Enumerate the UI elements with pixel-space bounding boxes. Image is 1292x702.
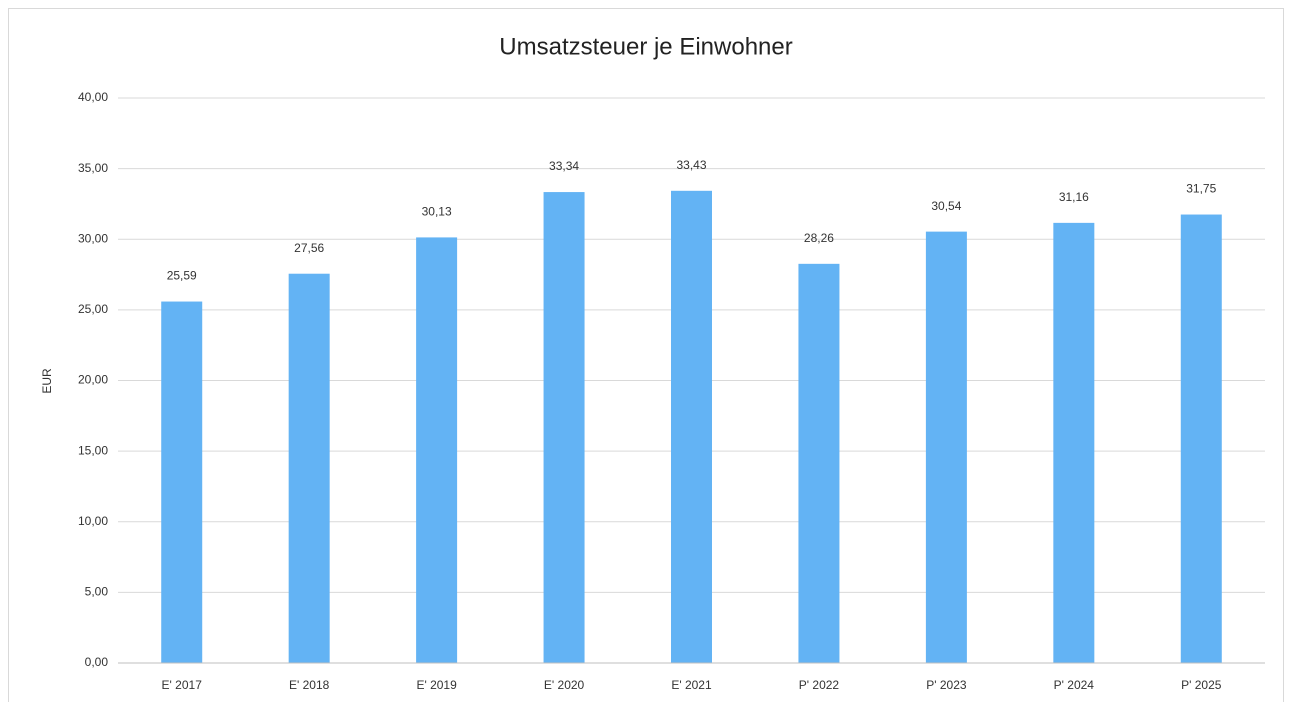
bar: [1180, 214, 1222, 663]
x-tick-label: P' 2022: [799, 678, 840, 692]
data-label: 30,13: [422, 205, 452, 219]
x-tick-label: P' 2024: [1054, 678, 1095, 692]
x-tick-label: E' 2021: [671, 678, 712, 692]
y-tick-label: 40,00: [78, 90, 108, 104]
bar: [416, 237, 458, 663]
data-label: 33,43: [676, 158, 706, 172]
y-tick-label: 20,00: [78, 373, 108, 387]
x-tick-label: E' 2020: [544, 678, 585, 692]
bar: [671, 190, 712, 663]
data-label: 30,54: [931, 199, 961, 213]
y-tick-label: 35,00: [78, 161, 108, 175]
bar: [925, 231, 967, 663]
data-label: 31,16: [1059, 190, 1089, 204]
x-tick-label: P' 2023: [926, 678, 967, 692]
data-label: 31,75: [1186, 182, 1216, 196]
y-axis-label: EUR: [40, 368, 54, 394]
x-tick-label: P' 2025: [1181, 678, 1222, 692]
x-tick-label: E' 2019: [416, 678, 457, 692]
data-label: 28,26: [804, 231, 834, 245]
x-tick-label: E' 2018: [289, 678, 330, 692]
y-tick-label: 30,00: [78, 231, 108, 245]
y-tick-label: 10,00: [78, 514, 108, 528]
y-tick-label: 0,00: [85, 655, 109, 669]
data-label: 33,34: [549, 159, 579, 173]
data-label: 25,59: [167, 269, 197, 283]
bar: [1053, 222, 1095, 664]
bar: [798, 263, 840, 663]
y-tick-label: 25,00: [78, 302, 108, 316]
bar: [161, 301, 203, 663]
chart-title: Umsatzsteuer je Einwohner: [499, 33, 792, 60]
data-label: 27,56: [294, 241, 324, 255]
bar: [543, 192, 585, 663]
y-tick-label: 5,00: [85, 585, 109, 599]
y-tick-label: 15,00: [78, 443, 108, 457]
x-tick-label: E' 2017: [162, 678, 203, 692]
bar: [288, 273, 330, 663]
